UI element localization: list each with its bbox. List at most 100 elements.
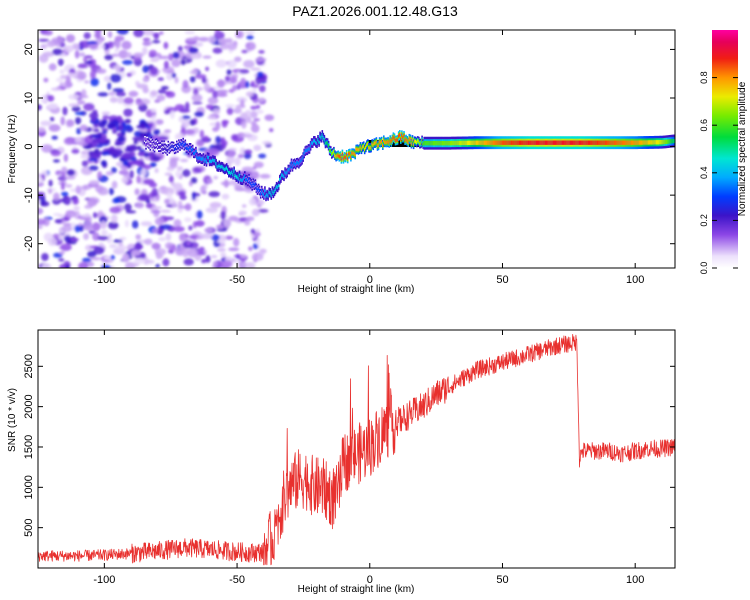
noise-blob bbox=[40, 94, 48, 103]
noise-blob bbox=[241, 166, 254, 172]
noise-blob bbox=[66, 169, 76, 176]
noise-blob bbox=[173, 182, 183, 192]
noise-blob bbox=[217, 79, 225, 88]
noise-blob bbox=[81, 89, 87, 98]
ridge-cell bbox=[445, 141, 448, 146]
noise-blob bbox=[121, 253, 130, 263]
ridge-cell bbox=[548, 140, 551, 145]
noise-blob bbox=[100, 45, 106, 49]
ridge-cell bbox=[653, 140, 656, 145]
noise-blob bbox=[123, 108, 133, 117]
noise-blob bbox=[109, 96, 118, 103]
noise-blob bbox=[98, 138, 104, 142]
ridge-cell bbox=[368, 146, 370, 150]
colorbar-label: Normalized spectral amplitude bbox=[737, 81, 748, 216]
noise-blob bbox=[224, 75, 231, 82]
ridge-cell bbox=[207, 156, 210, 160]
ridge-cell bbox=[423, 141, 425, 146]
noise-blob bbox=[210, 234, 220, 241]
noise-blob bbox=[57, 175, 68, 182]
noise-blob bbox=[77, 63, 89, 69]
ridge-cell bbox=[402, 136, 404, 140]
noise-blob bbox=[112, 88, 125, 93]
noise-blob bbox=[96, 68, 107, 74]
ridge-cell bbox=[294, 163, 297, 167]
ridge-cell bbox=[149, 144, 152, 148]
noise-blob bbox=[128, 90, 139, 97]
noise-blob bbox=[251, 253, 264, 261]
ridge-cell bbox=[166, 149, 169, 153]
noise-blob bbox=[178, 116, 184, 123]
noise-blob bbox=[48, 63, 57, 71]
ridge-cell bbox=[601, 140, 604, 145]
noise-blob bbox=[118, 170, 129, 175]
noise-blob bbox=[118, 242, 124, 247]
noise-blob bbox=[69, 237, 79, 242]
ridge-cell bbox=[378, 140, 381, 144]
ridge-cell bbox=[251, 184, 253, 188]
ridge-cell bbox=[459, 140, 462, 146]
ridge-cell bbox=[325, 141, 328, 145]
ridge-cell bbox=[642, 140, 644, 145]
noise-blob bbox=[54, 219, 63, 224]
ridge-cell bbox=[589, 140, 591, 145]
ridge-cell bbox=[510, 140, 512, 145]
noise-blob bbox=[59, 250, 65, 255]
ridge-cell bbox=[152, 144, 155, 148]
noise-blob bbox=[186, 240, 191, 246]
ridge-cell bbox=[176, 143, 178, 147]
noise-blob bbox=[60, 182, 65, 191]
ridge-cell bbox=[331, 152, 333, 156]
ridge-cell bbox=[148, 142, 150, 146]
ridge-cell bbox=[512, 140, 515, 145]
noise-blob bbox=[42, 217, 50, 227]
ridge-cell bbox=[403, 134, 405, 138]
noise-blob bbox=[92, 138, 98, 144]
ridge-cell bbox=[185, 146, 188, 150]
ridge-cell bbox=[144, 137, 146, 141]
ridge-cell bbox=[320, 136, 322, 140]
ridge-cell bbox=[362, 144, 365, 148]
ridge-cell bbox=[563, 140, 566, 145]
noise-blob bbox=[156, 94, 166, 102]
noise-blob bbox=[108, 91, 116, 96]
noise-blob bbox=[79, 52, 86, 57]
noise-blob bbox=[53, 159, 60, 163]
ridge-cell bbox=[549, 140, 552, 145]
noise-blob bbox=[74, 225, 81, 233]
noise-blob bbox=[38, 104, 42, 111]
ridge-cell bbox=[412, 142, 415, 146]
ridge-cell bbox=[564, 140, 567, 145]
noise-blob bbox=[93, 128, 100, 133]
noise-blob bbox=[107, 82, 112, 91]
noise-blob bbox=[164, 129, 172, 133]
ridge-cell bbox=[424, 141, 426, 146]
ridge-cell bbox=[238, 173, 241, 177]
noise-blob bbox=[159, 224, 172, 230]
noise-blob bbox=[113, 239, 123, 243]
noise-blob bbox=[57, 58, 64, 66]
ridge-cell bbox=[488, 140, 490, 145]
ridge-cell bbox=[184, 142, 187, 146]
noise-blob bbox=[161, 86, 169, 90]
ridge-cell bbox=[171, 144, 174, 148]
ridge-cell bbox=[455, 140, 457, 146]
ridge-cell bbox=[505, 140, 507, 145]
ridge-cell bbox=[537, 140, 539, 145]
ridge-cell bbox=[219, 165, 222, 169]
noise-blob bbox=[108, 148, 118, 156]
noise-blob bbox=[61, 225, 72, 232]
ridge-cell bbox=[303, 151, 305, 156]
noise-blob bbox=[59, 263, 67, 268]
ridge-cell bbox=[299, 160, 301, 164]
noise-blob bbox=[199, 129, 205, 139]
noise-blob bbox=[93, 124, 98, 128]
noise-blob bbox=[153, 129, 161, 136]
noise-blob bbox=[124, 118, 131, 124]
ridge-cell bbox=[597, 140, 600, 145]
ridge-cell bbox=[289, 165, 292, 169]
noise-blob bbox=[71, 43, 80, 50]
noise-blob bbox=[41, 263, 52, 268]
ridge-cell bbox=[268, 190, 270, 194]
